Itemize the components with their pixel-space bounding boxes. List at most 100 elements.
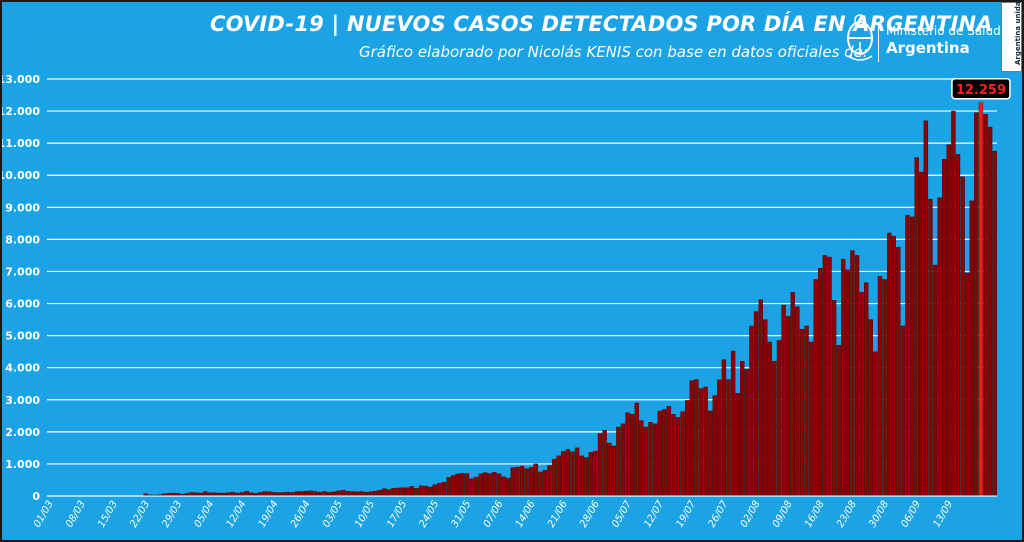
data-bar <box>928 199 933 497</box>
data-bar <box>698 388 704 497</box>
data-bar <box>639 420 644 497</box>
data-bar <box>519 465 525 497</box>
y-tick-label: 12.000 <box>2 105 40 118</box>
data-bar <box>822 255 828 497</box>
data-bar <box>363 491 369 497</box>
data-bar <box>331 491 337 497</box>
data-bar <box>322 491 327 497</box>
data-bar <box>836 345 841 497</box>
data-bar <box>891 235 896 497</box>
data-bar <box>313 491 318 497</box>
logo-argentina-text: Argentina <box>886 39 970 57</box>
data-bar <box>478 473 483 497</box>
data-bar <box>785 316 791 497</box>
data-bar <box>896 247 901 497</box>
data-bar <box>685 400 690 497</box>
data-bar <box>469 478 474 497</box>
data-bar <box>432 484 437 497</box>
x-tick-label: 07/06 <box>482 499 506 529</box>
data-bar <box>983 114 988 497</box>
data-bar <box>648 422 653 497</box>
x-tick-label: 29/03 <box>160 499 184 529</box>
data-bar <box>942 158 947 497</box>
data-bar <box>873 351 878 497</box>
y-tick-label: 0 <box>32 490 40 503</box>
data-bar <box>726 379 731 497</box>
data-bar <box>597 433 603 497</box>
data-bar <box>767 341 773 497</box>
logo-ministerio-text: Ministerio de Salud <box>886 24 1001 38</box>
max-value-label: 12.259 <box>956 83 1006 98</box>
data-bar <box>744 369 750 497</box>
data-bar <box>267 491 272 497</box>
x-tick-label: 12/04 <box>225 499 249 529</box>
x-tick-label: 19/04 <box>257 499 281 529</box>
data-bar <box>602 430 607 497</box>
data-bar <box>607 442 612 497</box>
y-tick-label: 10.000 <box>2 169 40 182</box>
data-bar <box>960 176 965 497</box>
y-tick-label: 3.000 <box>5 394 40 407</box>
coat-of-arms-icon <box>847 14 873 61</box>
data-bar <box>850 250 855 497</box>
data-bar <box>790 292 795 497</box>
data-bar <box>772 361 777 497</box>
x-tick-label: 08/03 <box>64 499 88 529</box>
data-bar <box>336 490 341 497</box>
data-bar <box>978 102 984 497</box>
data-bar <box>629 414 635 497</box>
data-bar <box>556 455 561 497</box>
x-tick-label: 12/07 <box>642 498 666 529</box>
data-bar <box>189 492 194 497</box>
data-bar <box>533 463 538 497</box>
data-bar <box>795 306 800 497</box>
data-bar <box>666 405 672 497</box>
data-bar <box>551 458 557 497</box>
y-tick-label: 7.000 <box>5 265 40 278</box>
data-bar <box>753 311 759 497</box>
data-bar <box>864 282 869 497</box>
data-bar <box>327 492 332 497</box>
data-bar <box>877 276 883 497</box>
x-tick-label: 28/06 <box>578 499 602 529</box>
data-bar <box>643 426 649 497</box>
data-bar <box>377 490 382 497</box>
data-bar <box>299 491 304 497</box>
data-bar <box>882 279 887 497</box>
data-bar <box>740 361 745 497</box>
data-bar <box>932 264 938 497</box>
data-bar <box>611 445 616 497</box>
data-bar <box>354 491 359 497</box>
data-bar <box>909 216 915 497</box>
data-bar <box>827 256 832 497</box>
chart-subtitle: Gráfico elaborado por Nicolás KENIS con … <box>359 43 868 61</box>
x-tick-label: 31/05 <box>450 499 474 529</box>
data-bar <box>244 490 249 497</box>
data-bar <box>294 491 300 497</box>
data-bar <box>391 488 396 497</box>
data-bar <box>570 451 575 497</box>
data-bar <box>969 200 974 497</box>
x-tick-label: 02/08 <box>739 499 763 529</box>
argentina-unida-text: Argentina unida <box>1014 1 1022 65</box>
data-bar <box>409 486 415 497</box>
data-bar <box>712 395 717 497</box>
data-bar <box>203 491 208 497</box>
data-bar <box>919 171 924 497</box>
data-bar <box>492 472 497 497</box>
data-bar <box>528 466 534 497</box>
data-bar <box>565 449 571 497</box>
data-bar <box>671 414 676 497</box>
data-bar <box>946 144 952 497</box>
data-bar <box>781 304 786 497</box>
data-bar <box>574 447 580 497</box>
data-bar <box>804 325 809 497</box>
data-bar <box>290 492 295 497</box>
data-bar <box>992 150 997 497</box>
x-tick-label: 23/08 <box>835 499 859 529</box>
data-bar <box>542 470 548 497</box>
data-bar <box>616 426 621 497</box>
y-tick-label: 9.000 <box>5 201 40 214</box>
data-bar <box>707 410 713 497</box>
x-tick-label: 19/07 <box>674 498 698 529</box>
